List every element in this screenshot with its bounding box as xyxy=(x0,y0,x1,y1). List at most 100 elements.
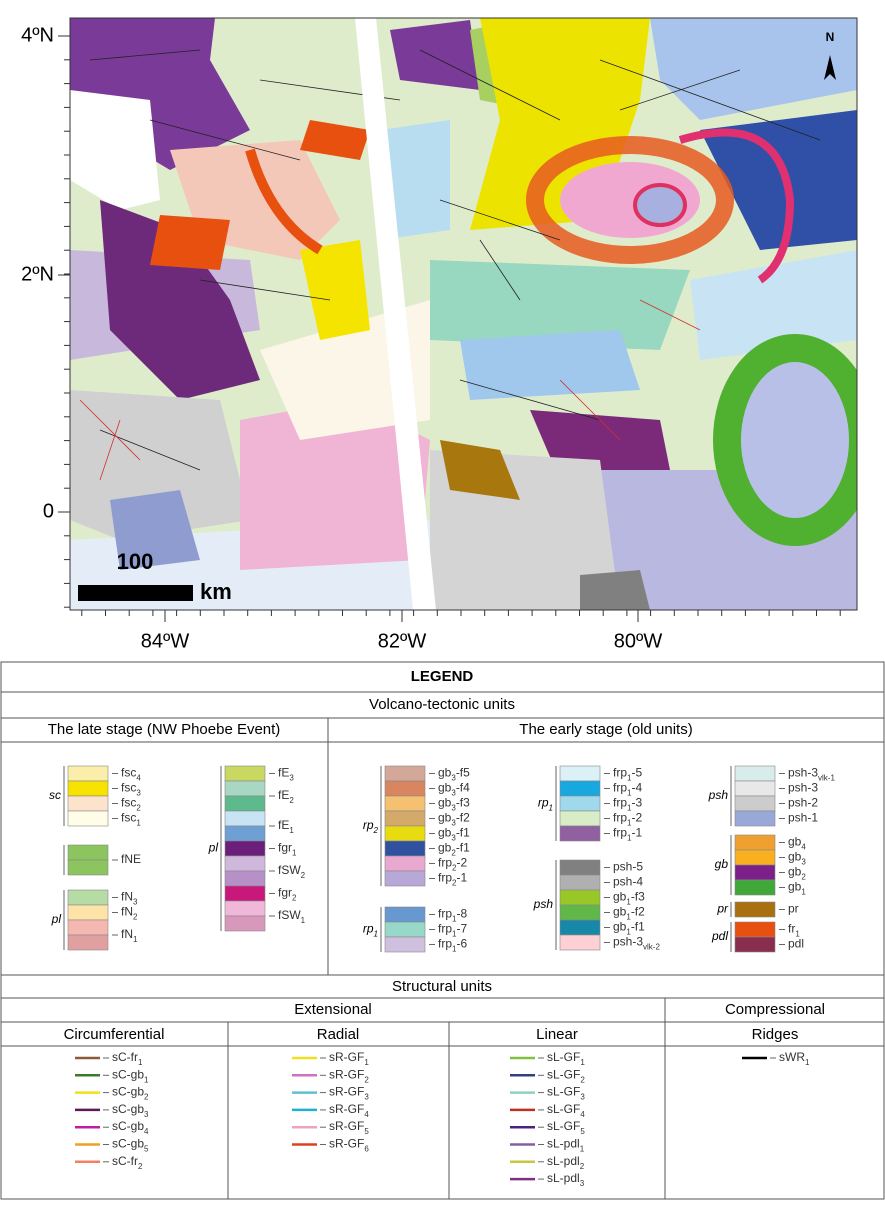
column-title: Ridges xyxy=(752,1026,799,1043)
label-part: sL-pdl xyxy=(547,1137,580,1151)
label-part: 1 xyxy=(626,927,631,936)
label-part: rp xyxy=(363,818,374,832)
label-part: 3 xyxy=(364,1092,369,1101)
label-part: frp xyxy=(613,811,627,825)
column-title: Linear xyxy=(536,1026,578,1043)
label-part: 3 xyxy=(289,773,294,782)
swatch xyxy=(734,765,776,782)
label-part: 2 xyxy=(452,863,457,872)
label-part: fsc xyxy=(121,811,136,825)
item-label: fsc2 xyxy=(121,796,141,812)
label-part: gb xyxy=(438,781,452,795)
swatch xyxy=(224,900,266,917)
swatch xyxy=(384,810,426,827)
label-part: 3 xyxy=(451,788,456,797)
label-part: rp xyxy=(538,796,549,810)
label-part: 1 xyxy=(805,1058,810,1067)
swatch xyxy=(384,921,426,938)
label-part: gb xyxy=(788,835,802,849)
label-part: 5 xyxy=(580,1127,585,1136)
swatch xyxy=(559,889,601,906)
label-part: frp xyxy=(438,907,452,921)
swatch xyxy=(734,879,776,896)
group-label: psh xyxy=(533,897,554,911)
label-part: 5 xyxy=(364,1127,369,1136)
label-part: gb xyxy=(438,811,452,825)
label-part: 3 xyxy=(136,788,141,797)
group-label: pl xyxy=(51,912,62,926)
lon-label: 82ºW xyxy=(378,630,427,652)
swatch xyxy=(67,780,109,797)
swatch xyxy=(559,780,601,797)
label-part: 1 xyxy=(626,897,631,906)
item-label: fE1 xyxy=(278,818,294,834)
group-label: pl xyxy=(208,841,219,855)
column-title: Circumferential xyxy=(64,1026,165,1043)
label-part: gb xyxy=(438,796,452,810)
swatch xyxy=(384,780,426,797)
label-part: sR-GF xyxy=(329,1050,364,1064)
item-label: sL-GF5 xyxy=(547,1119,585,1135)
label-part: 1 xyxy=(452,929,457,938)
section-title: Volcano-tectonic units xyxy=(369,696,515,713)
swatch xyxy=(224,795,266,812)
group-label: rp2 xyxy=(363,818,379,834)
map-frame xyxy=(69,17,858,611)
swatch xyxy=(67,844,109,861)
label-part: -f5 xyxy=(456,766,470,780)
label-part: -f2 xyxy=(456,811,470,825)
group-label: psh xyxy=(708,788,729,802)
swatch xyxy=(224,915,266,932)
item-label: sC-gb1 xyxy=(112,1067,149,1083)
swatch xyxy=(224,870,266,887)
item-label: gb3-f1 xyxy=(438,826,470,842)
label-part: 1 xyxy=(289,826,294,835)
label-part: gb xyxy=(438,826,452,840)
item-label: gb1 xyxy=(788,880,806,896)
label-part: -1 xyxy=(456,871,467,885)
label-part: fgr xyxy=(278,841,292,855)
label-part: fNE xyxy=(121,852,141,866)
label-part: sL-GF xyxy=(547,1102,580,1116)
swatch xyxy=(559,934,601,951)
item-label: gb3-f5 xyxy=(438,766,470,782)
item-label: fE3 xyxy=(278,766,294,782)
label-part: 2 xyxy=(580,1075,585,1084)
item-label: fgr2 xyxy=(278,886,297,902)
label-part: 2 xyxy=(451,848,456,857)
item-label: psh-5 xyxy=(613,860,643,874)
label-part: frp xyxy=(613,766,627,780)
label-part: 1 xyxy=(374,929,378,938)
scale-unit: km xyxy=(200,579,232,604)
swatch xyxy=(734,810,776,827)
label-part: -f1 xyxy=(631,920,645,934)
swatch xyxy=(559,810,601,827)
item-label: frp2-1 xyxy=(438,871,467,887)
swatch xyxy=(734,901,776,918)
item-label: frp2-2 xyxy=(438,856,467,872)
label-part: -f3 xyxy=(631,890,645,904)
label-part: psh-3 xyxy=(788,766,818,780)
label-part: 4 xyxy=(136,773,141,782)
label-part: 1 xyxy=(138,1058,143,1067)
item-label: fN2 xyxy=(121,905,138,921)
item-label: gb1-f2 xyxy=(613,905,645,921)
swatch xyxy=(734,921,776,938)
label-part: sL-GF xyxy=(547,1119,580,1133)
swatch xyxy=(224,765,266,782)
label-part: sC-fr xyxy=(112,1154,138,1168)
swatch xyxy=(734,780,776,797)
label-part: 3 xyxy=(451,803,456,812)
item-label: fSW2 xyxy=(278,863,306,879)
label-part: 3 xyxy=(801,857,806,866)
stage-title: The early stage (old units) xyxy=(519,721,692,738)
label-part: -5 xyxy=(631,766,642,780)
item-label: frp1-7 xyxy=(438,922,467,938)
group-label: rp1 xyxy=(363,922,378,938)
subsection-title: Extensional xyxy=(294,1001,372,1018)
swatch xyxy=(384,840,426,857)
north-arrow xyxy=(824,55,836,80)
label-part: fr xyxy=(788,922,795,936)
label-part: gb xyxy=(438,766,452,780)
label-part: 1 xyxy=(144,1075,149,1084)
